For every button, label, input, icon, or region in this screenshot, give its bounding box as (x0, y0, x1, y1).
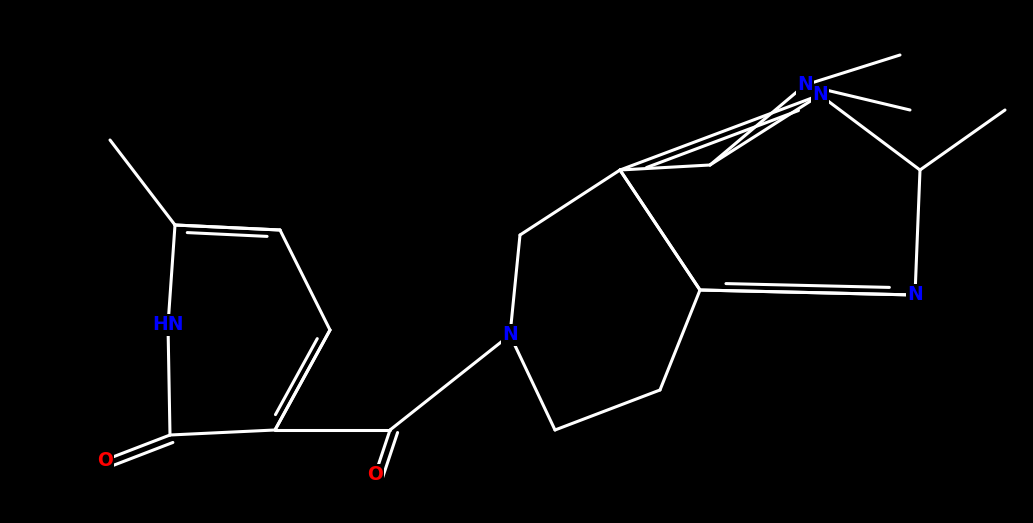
Text: N: N (797, 75, 813, 95)
Text: N: N (812, 85, 827, 105)
Text: O: O (367, 465, 383, 484)
Text: N: N (502, 325, 518, 345)
Text: HN: HN (152, 315, 184, 335)
Text: N: N (907, 286, 922, 304)
Text: O: O (97, 450, 113, 470)
